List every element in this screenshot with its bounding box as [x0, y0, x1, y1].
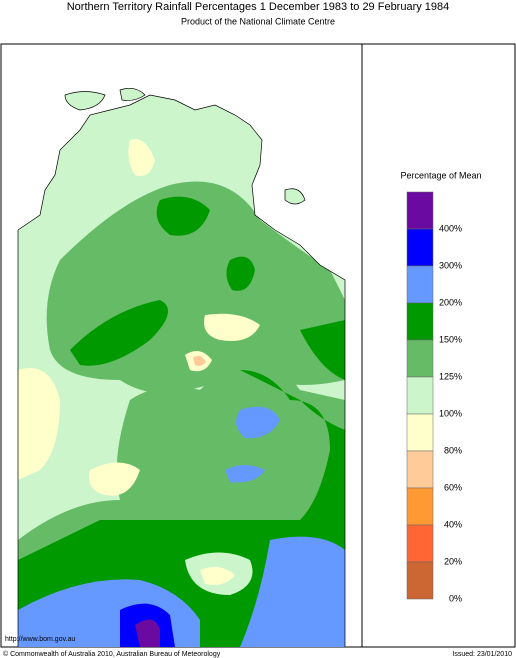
- legend: 400% 300% 200% 150% 125% 100% 80% 60% 40% 20% 0%: [406, 191, 462, 603]
- legend-title: Percentage of Mean: [400, 170, 481, 180]
- legend-label: 80%: [444, 445, 462, 455]
- legend-swatch: [406, 376, 434, 415]
- legend-label: 125%: [439, 371, 462, 381]
- legend-label: 60%: [444, 482, 462, 492]
- map: [17, 88, 346, 647]
- legend-label: 100%: [439, 408, 462, 418]
- legend-label: 20%: [444, 556, 462, 566]
- legend-swatch: [406, 487, 434, 526]
- footer-url: http://www.bom.gov.au: [5, 636, 75, 643]
- subtitle: Product of the National Climate Centre: [181, 16, 335, 26]
- footer-issued: Issued: 23/01/2010: [452, 651, 512, 658]
- legend-label: 300%: [439, 260, 462, 270]
- footer-copyright: © Commonwealth of Australia 2010, Austra…: [3, 650, 221, 658]
- legend-swatch: [406, 413, 434, 452]
- legend-swatch: [406, 450, 434, 489]
- legend-swatch: [406, 339, 434, 378]
- legend-swatch: [406, 265, 434, 304]
- legend-label: 40%: [444, 519, 462, 529]
- legend-swatch: [406, 561, 434, 600]
- legend-label: 400%: [439, 223, 462, 233]
- legend-swatch: [406, 302, 434, 341]
- legend-swatch: [406, 191, 434, 230]
- legend-label: 150%: [439, 334, 462, 344]
- legend-label: 0%: [449, 593, 462, 603]
- title: Northern Territory Rainfall Percentages …: [67, 1, 450, 13]
- legend-swatch: [406, 524, 434, 563]
- legend-frame: [361, 43, 516, 648]
- legend-label: 200%: [439, 297, 462, 307]
- legend-swatch: [406, 228, 434, 267]
